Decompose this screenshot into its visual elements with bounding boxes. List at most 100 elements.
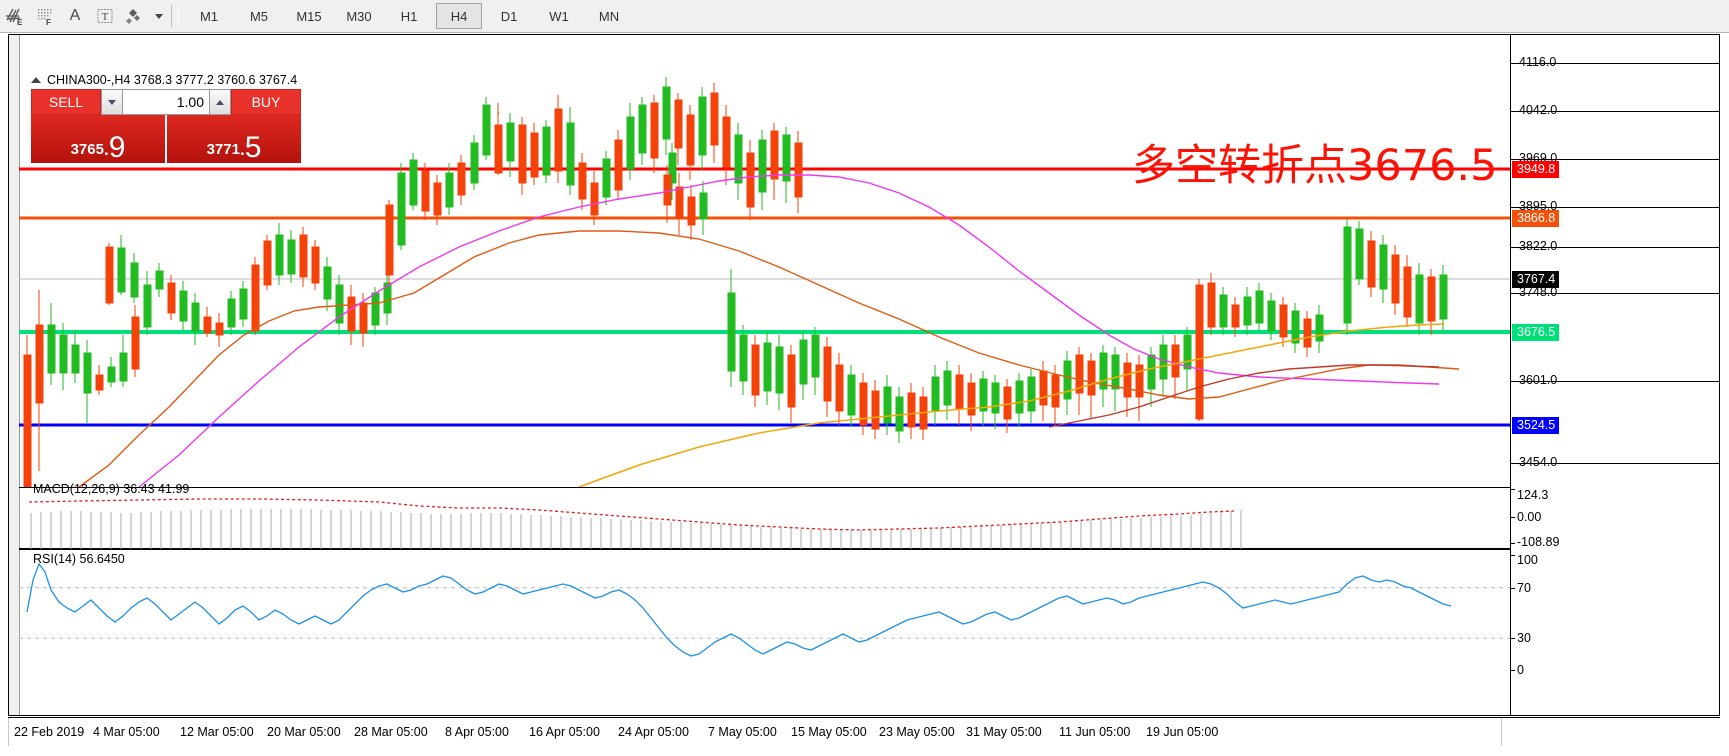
lot-increase-button[interactable] (209, 89, 231, 115)
chevron-down-icon (108, 99, 116, 105)
tick-label: 124.3 (1517, 488, 1549, 502)
lot-decrease-button[interactable] (101, 89, 123, 115)
chart-frame[interactable]: CHINA300-,H4 3768.3 3777.2 3760.6 3767.4… (8, 34, 1720, 716)
ma-slow-line (138, 174, 1440, 488)
x-label-6: 16 Apr 05:00 (529, 725, 600, 739)
price-tag-support-3524[interactable]: 3524.5 (1512, 417, 1560, 434)
svg-text:T: T (102, 11, 109, 23)
buy-price-display[interactable]: 3771 . 5 (167, 115, 301, 163)
sell-button[interactable]: SELL (31, 89, 101, 115)
x-label-9: 15 May 05:00 (791, 725, 867, 739)
chevron-down-icon[interactable] (150, 3, 166, 29)
text-box-glyph: T (97, 9, 113, 23)
tick-label: 30 (1517, 631, 1531, 645)
timeframe-h1[interactable]: H1 (400, 8, 418, 24)
symbol-info-text: CHINA300-,H4 3768.3 3777.2 3760.6 3767.4 (47, 73, 298, 87)
indicators-icon[interactable]: E (0, 3, 30, 29)
rsi-line (26, 562, 1452, 657)
tick-label: 3822.0 (1519, 239, 1558, 253)
buy-price-separator: . (239, 140, 245, 159)
timeframe-m30[interactable]: M30 (346, 8, 372, 24)
axis-divider (8, 718, 9, 746)
rsi-pane[interactable]: RSI(14) 56.6450 (19, 549, 1510, 675)
x-label-13: 19 Jun 05:00 (1146, 725, 1219, 739)
axis-divider (1501, 718, 1502, 746)
tick-mark (1511, 543, 1515, 544)
x-label-5: 8 Apr 05:00 (445, 725, 509, 739)
timeframe-m1[interactable]: M1 (199, 8, 219, 24)
oct-top-row: SELL 1.00 BUY (31, 89, 301, 115)
tick-mark (1511, 247, 1515, 248)
macd-label: MACD(12,26,9) 36.43 41.99 (33, 482, 190, 496)
timeframe-d1[interactable]: D1 (500, 8, 518, 24)
price-pane[interactable]: CHINA300-,H4 3768.3 3777.2 3760.6 3767.4… (19, 35, 1510, 488)
sell-price-decimal: 9 (108, 130, 126, 164)
x-label-0: 22 Feb 2019 (14, 725, 85, 739)
price-tag-last-3767[interactable]: 3767.4 (1512, 271, 1560, 288)
timeframe-m5[interactable]: M5 (249, 8, 269, 24)
price-tick-4042: 4042.0 (1511, 103, 1719, 117)
grid-glyph: F (38, 9, 52, 27)
chevron-down-glyph (154, 13, 163, 19)
tick-label: 3454.0 (1519, 455, 1558, 469)
x-label-10: 23 May 05:00 (879, 725, 955, 739)
tick-mark (1511, 670, 1515, 671)
macd-pane[interactable]: MACD(12,26,9) 36.43 41.99 (19, 482, 1510, 550)
ma-third-line (578, 323, 1445, 488)
price-tick-3822: 3822.0 (1511, 239, 1719, 253)
x-label-11: 31 May 05:00 (966, 725, 1042, 739)
main-toolbar: E F A T (0, 0, 1729, 33)
price-tick-3969: 3969.0 (1511, 151, 1719, 165)
collapse-triangle-icon[interactable] (31, 77, 41, 83)
sell-price-display[interactable]: 3765 . 9 (31, 115, 165, 163)
sell-price-integer: 3765 (70, 141, 104, 158)
tick-mark (1511, 555, 1515, 556)
tick-mark (1511, 638, 1515, 639)
text-label-icon[interactable]: A (60, 3, 90, 29)
price-tag-resistance-3949[interactable]: 3949.8 (1512, 161, 1560, 178)
tick-label: 0.00 (1517, 510, 1542, 524)
text-box-icon[interactable]: T (90, 3, 120, 29)
x-label-2: 12 Mar 05:00 (180, 725, 254, 739)
ma-fast-line (78, 230, 1460, 488)
tick-mark (1511, 63, 1515, 64)
x-label-4: 28 Mar 05:00 (354, 725, 428, 739)
chart-annotation-text: 多空转折点3676.5 (1132, 141, 1498, 191)
lot-size-stepper[interactable]: 1.00 (101, 89, 231, 115)
timeframe-mn[interactable]: MN (598, 8, 620, 24)
tick-mark (1511, 111, 1515, 112)
price-tick-4116: 4116.0 (1511, 55, 1719, 69)
tick-mark (1511, 381, 1515, 382)
text-label-glyph: A (69, 7, 81, 24)
price-tick-3895: 3895.0 (1511, 199, 1719, 213)
time-axis[interactable]: 22 Feb 2019 4 Mar 05:00 12 Mar 05:00 20 … (8, 717, 1720, 746)
svg-text:E: E (17, 18, 23, 27)
buy-button[interactable]: BUY (231, 89, 301, 115)
price-chart-svg (19, 77, 1510, 488)
objects-icon[interactable] (120, 3, 150, 29)
candlestick-series (23, 77, 1448, 488)
timeframe-w1[interactable]: W1 (549, 8, 569, 24)
tick-label: 3748.0 (1519, 285, 1558, 299)
tick-label: 0 (1517, 663, 1524, 677)
price-scale[interactable]: 4116.0 4042.0 3969.0 3895.0 3822.0 3748.… (1510, 35, 1719, 715)
tick-mark (1511, 159, 1515, 160)
lot-size-input[interactable]: 1.00 (123, 89, 209, 115)
tick-mark (1511, 293, 1515, 294)
tick-label: 4042.0 (1519, 103, 1558, 117)
price-tag-pivot-3676[interactable]: 3676.5 (1512, 324, 1560, 341)
price-tag-resistance-3866[interactable]: 3866.8 (1512, 210, 1560, 227)
tick-label: -108.89 (1517, 535, 1560, 549)
macd-chart-svg (28, 498, 1242, 550)
tick-mark (1511, 463, 1515, 464)
grid-icon[interactable]: F (30, 3, 60, 29)
chart-gutter (9, 35, 20, 715)
timeframe-h4[interactable]: H4 (436, 3, 482, 29)
symbol-info-bar: CHINA300-,H4 3768.3 3777.2 3760.6 3767.4 (31, 73, 297, 87)
timeframe-m15[interactable]: M15 (296, 8, 322, 24)
one-click-trading-panel[interactable]: SELL 1.00 BUY 3765 . 9 (31, 89, 301, 163)
toolbar-divider (171, 5, 179, 27)
price-tick-3748: 3748.0 (1511, 285, 1719, 299)
price-tick-3454: 3454.0 (1511, 455, 1719, 469)
x-label-7: 24 Apr 05:00 (618, 725, 689, 739)
